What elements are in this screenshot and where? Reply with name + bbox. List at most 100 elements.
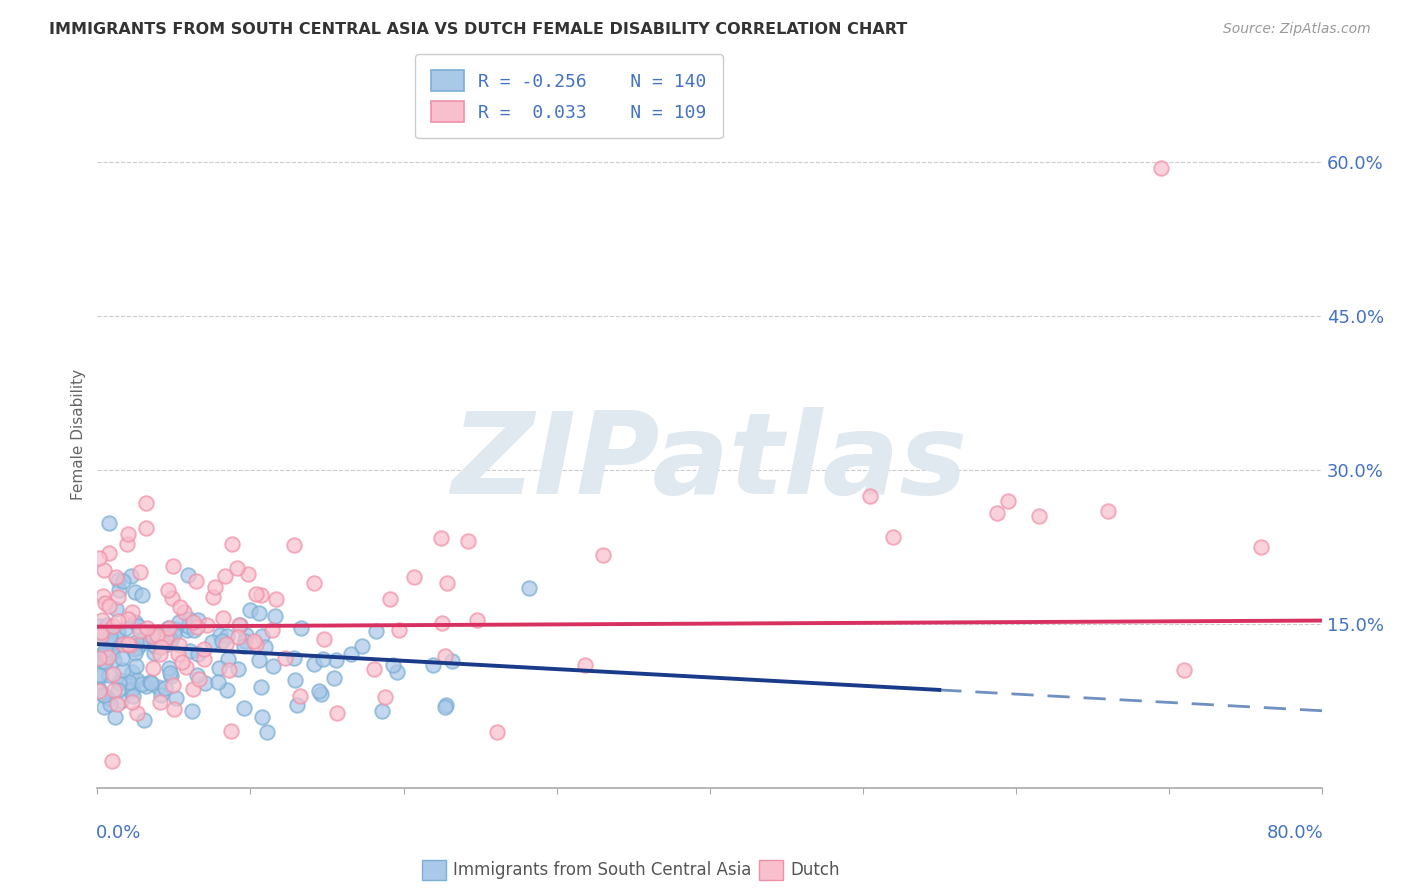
Point — [215, 636, 238, 650]
Point — [103, 653, 125, 667]
Point — [181, 615, 204, 629]
Point — [121, 695, 143, 709]
Point — [162, 678, 184, 692]
Point — [366, 624, 388, 638]
Point — [218, 663, 240, 677]
Point — [87, 683, 110, 698]
Point — [108, 673, 131, 688]
Point — [125, 634, 148, 648]
Point — [433, 648, 456, 663]
Point — [228, 617, 250, 632]
Point — [89, 618, 111, 632]
Point — [150, 640, 173, 655]
Point — [283, 651, 305, 665]
Point — [165, 622, 187, 636]
Text: Source: ZipAtlas.com: Source: ZipAtlas.com — [1223, 22, 1371, 37]
Point — [177, 612, 200, 626]
Point — [274, 651, 297, 665]
Point — [97, 690, 120, 705]
Point — [172, 655, 194, 669]
Point — [115, 622, 138, 636]
Point — [107, 573, 129, 587]
Point — [187, 672, 209, 686]
Point — [221, 537, 243, 551]
Point — [304, 657, 326, 672]
Point — [112, 574, 135, 589]
Point — [1173, 663, 1195, 677]
Point — [111, 650, 134, 665]
Point — [177, 618, 200, 632]
Point — [174, 660, 197, 674]
Point — [163, 702, 186, 716]
Point — [207, 675, 229, 690]
Point — [129, 624, 152, 638]
Point — [202, 590, 225, 604]
Point — [225, 561, 247, 575]
Point — [167, 638, 190, 652]
Point — [125, 659, 148, 673]
Point — [125, 706, 148, 721]
Point — [124, 646, 146, 660]
Point — [155, 638, 177, 652]
Point — [132, 632, 155, 647]
Point — [108, 582, 131, 597]
Point — [110, 694, 132, 708]
Point — [226, 630, 249, 644]
Point — [233, 633, 256, 648]
Point — [254, 640, 277, 654]
Point — [87, 668, 110, 682]
Point — [986, 507, 1008, 521]
Point — [97, 546, 120, 560]
Point — [146, 628, 169, 642]
Point — [187, 647, 209, 661]
Point — [148, 647, 170, 661]
Point — [139, 675, 162, 690]
Point — [98, 698, 121, 712]
Point — [141, 660, 163, 674]
Point — [103, 636, 125, 650]
Point — [284, 673, 307, 687]
Point — [422, 657, 444, 672]
Y-axis label: Female Disability: Female Disability — [72, 368, 86, 500]
Point — [217, 683, 239, 698]
Point — [517, 581, 540, 595]
Point — [149, 688, 172, 702]
Point — [135, 521, 157, 535]
Point — [385, 665, 408, 680]
Point — [169, 615, 191, 629]
Point — [1028, 508, 1050, 523]
Point — [194, 676, 217, 690]
Point — [93, 563, 115, 577]
Point — [142, 627, 165, 641]
Point — [195, 617, 218, 632]
Point — [217, 651, 239, 665]
Point — [107, 591, 129, 605]
Point — [132, 713, 155, 727]
Point — [117, 612, 139, 626]
Point — [592, 548, 614, 562]
Point — [256, 724, 278, 739]
Point — [142, 646, 165, 660]
Point — [574, 658, 596, 673]
Legend: R = -0.256    N = 140, R =  0.033    N = 109: R = -0.256 N = 140, R = 0.033 N = 109 — [415, 54, 723, 138]
Point — [363, 662, 385, 676]
Point — [434, 698, 457, 713]
Point — [108, 675, 131, 690]
Point — [208, 660, 231, 674]
Point — [89, 628, 111, 642]
Point — [94, 655, 117, 669]
Point — [323, 671, 346, 685]
Point — [100, 754, 122, 768]
Point — [388, 624, 411, 638]
Point — [135, 496, 157, 510]
Point — [430, 531, 453, 545]
Point — [235, 628, 257, 642]
Point — [430, 616, 453, 631]
Point — [141, 630, 163, 644]
Point — [201, 635, 224, 649]
Point — [160, 632, 183, 647]
Point — [173, 605, 195, 619]
Point — [228, 617, 250, 632]
Point — [350, 639, 373, 653]
Point — [87, 550, 110, 565]
